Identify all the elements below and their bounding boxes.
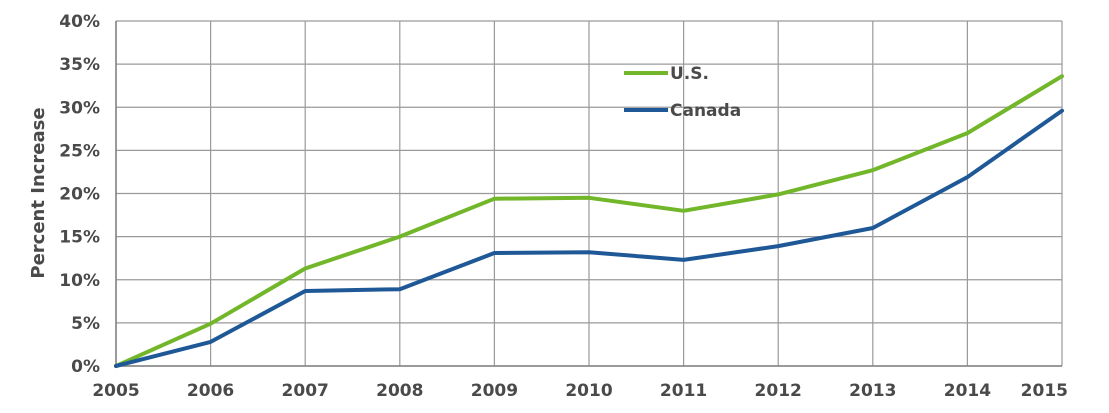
grid-lines: [115, 20, 1063, 367]
legend: U.S. Canada: [624, 64, 741, 121]
series-lines: [114, 74, 1064, 368]
x-tick-label: 2007: [282, 381, 329, 401]
y-tick-label: 10%: [59, 271, 100, 291]
y-tick-label: 20%: [59, 185, 100, 205]
y-tick-label: 15%: [59, 228, 100, 248]
x-tick-label: 2008: [376, 381, 423, 401]
legend-label-u-s: U.S.: [670, 64, 709, 84]
x-tick-label: 2012: [755, 381, 802, 401]
y-tick-label: 30%: [59, 98, 100, 118]
y-tick-label: 35%: [59, 55, 100, 75]
y-tick-label: 5%: [71, 314, 100, 334]
x-tick-label: 2014: [944, 381, 991, 401]
y-axis-title: Percent Increase: [28, 107, 49, 278]
x-tick-label: 2015: [1021, 381, 1068, 401]
x-tick-label: 2005: [92, 381, 139, 401]
x-tick-label: 2006: [187, 381, 234, 401]
series-line-canada: [114, 108, 1064, 368]
axes: 0% 5% 10% 15% 20% 25% 30% 35% 40% 2005 2006 2007 200…: [59, 12, 1068, 401]
legend-label-canada: Canada: [670, 101, 741, 121]
y-tick-label: 25%: [59, 141, 100, 161]
y-tick-label: 40%: [59, 12, 100, 32]
x-tick-label: 2009: [471, 381, 518, 401]
y-tick-label: 0%: [71, 357, 100, 377]
series-line-u-s: [114, 74, 1064, 368]
x-tick-label: 2013: [849, 381, 896, 401]
x-tick-label: 2011: [660, 381, 707, 401]
x-tick-label: 2010: [565, 381, 612, 401]
